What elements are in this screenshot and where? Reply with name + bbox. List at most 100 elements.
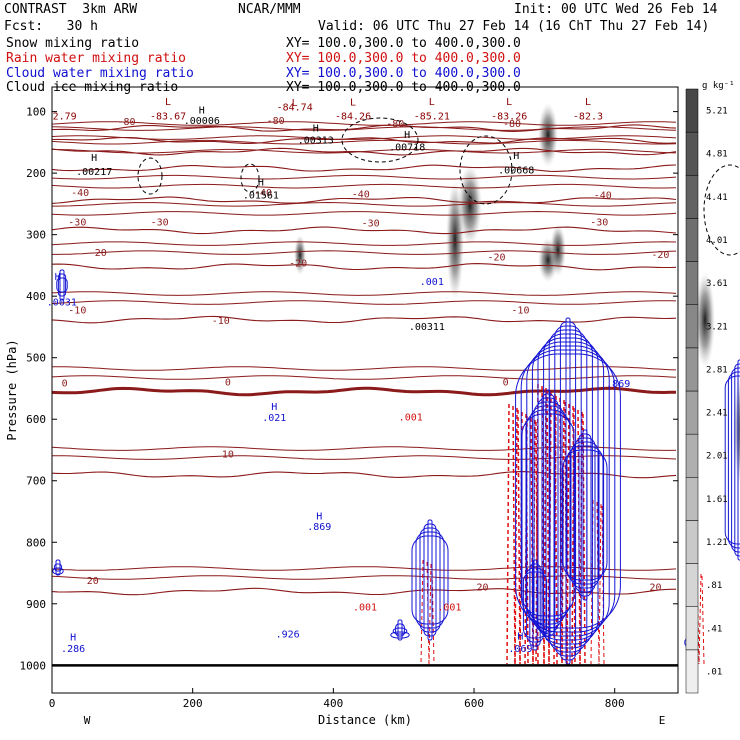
colorbar-cell [685, 477, 699, 521]
isotherm-line [51, 375, 677, 380]
rain-contour [601, 505, 605, 665]
forecast-hour: Fcst: 30 h [4, 19, 98, 34]
colorbar-label: 1.21 [706, 538, 728, 548]
cloud-water-contour [415, 531, 445, 629]
snow-plume-4 [733, 371, 740, 489]
extremum-label: H [313, 123, 319, 134]
y-axis-title: Pressure (hPa) [5, 339, 19, 440]
y-tick-label: 1000 [20, 659, 47, 672]
cloud-water-contour [520, 349, 616, 633]
isotherm-line [52, 201, 677, 207]
y-tick-label: 400 [26, 290, 46, 303]
cloud-water-contour [531, 341, 605, 641]
isotherm-line [51, 124, 677, 132]
rain-contour [701, 575, 705, 665]
colorbar-label: .81 [706, 581, 722, 591]
isotherm-line [51, 241, 677, 246]
east-label: E [659, 714, 666, 727]
rain-contour [598, 503, 602, 665]
isotherm-label: -40 [594, 190, 612, 201]
isotherm-label: -10 [68, 305, 86, 316]
cloud-ice-contour-4 [240, 163, 260, 193]
snow-plume-7 [550, 224, 566, 276]
colorbar-cell [685, 563, 699, 607]
x-axis-title: Distance (km) [318, 713, 412, 727]
isotherm-label: -30 [68, 217, 86, 228]
colorbar-cell [685, 606, 699, 651]
isotherm-line [51, 126, 677, 131]
extremum-label: .021 [262, 413, 286, 424]
isotherm-line [51, 196, 677, 204]
extremum-label: -84.26 [335, 112, 371, 123]
cloud-ice-contour-3 [137, 157, 163, 195]
extremum-label: H [271, 402, 277, 413]
extremum-label: -85.21 [414, 112, 450, 123]
cloud-water-contour [521, 413, 575, 617]
colorbar-cell [685, 649, 699, 694]
colorbar-label: 5.21 [706, 107, 728, 117]
y-tick-label: 100 [26, 106, 46, 119]
x-tick-label: 400 [323, 697, 343, 710]
extremum-label: .926 [276, 630, 300, 641]
isotherm-label: -30 [590, 217, 608, 228]
extremum-label: .869 [307, 522, 331, 533]
extremum-label: .00217 [76, 167, 112, 178]
extremum-label: .001 [399, 412, 423, 423]
cloud-water-contour [392, 627, 408, 635]
isotherm-line [51, 183, 677, 189]
cloud-water-contour [533, 401, 563, 629]
snow-plume-5 [695, 272, 715, 368]
extremum-label: .00006 [184, 116, 220, 127]
extremum-label: .00311 [409, 322, 445, 333]
west-label: W [84, 714, 91, 727]
extremum-label: H [70, 633, 76, 644]
extremum-label: .069 [508, 644, 532, 655]
colorbar-label: 3.61 [706, 279, 728, 289]
field-cloud-water-label: Cloud water mixing ratio [6, 66, 194, 81]
extremum-label: .001 [420, 277, 444, 288]
cloud-water-contour [737, 359, 740, 561]
isotherm-label: -20 [487, 252, 505, 263]
isotherm-line [51, 315, 677, 324]
colorbar-label: .01 [706, 667, 722, 677]
isotherm-label: 20 [476, 582, 488, 593]
rain-contour [564, 401, 568, 665]
isotherm-label: -80 [503, 119, 521, 130]
cloud-water-contour [554, 325, 582, 657]
colorbar-cell [685, 390, 699, 435]
isotherm-label: -10 [511, 305, 529, 316]
field-rain-xy: XY= 100.0,300.0 to 400.0,300.0 [286, 51, 521, 66]
cloud-water-contour [537, 397, 559, 633]
colorbar-label: 4.41 [706, 193, 728, 203]
cloud-ice-contour-2 [703, 164, 740, 256]
extremum-label: .00668 [498, 166, 534, 177]
isotherm-line [51, 136, 677, 144]
snow-plume-2 [538, 103, 558, 167]
colorbar-cell [685, 520, 699, 564]
isotherm-line [51, 210, 677, 216]
rain-contour [428, 563, 432, 665]
cloud-water-contour [55, 559, 61, 576]
colorbar-label: 2.01 [706, 452, 728, 462]
cloud-water-contour [724, 375, 740, 545]
colorbar-cell [685, 175, 699, 219]
rain-contour [535, 383, 539, 665]
cloud-water-contour [59, 269, 65, 301]
extremum-label: H [513, 151, 519, 162]
isotherm-line [51, 263, 677, 271]
extremum-label: .0031 [47, 297, 77, 308]
isotherm-line [51, 566, 677, 571]
extremum-label: -84.74 [277, 102, 313, 113]
rain-contour [698, 573, 702, 665]
isotherm-line [51, 148, 677, 154]
field-snow-xy: XY= 100.0,300.0 to 400.0,300.0 [286, 36, 521, 51]
field-snow-label: Snow mixing ratio [6, 36, 140, 51]
x-tick-label: 0 [49, 697, 56, 710]
colorbar-cell [685, 88, 699, 133]
valid-time: Valid: 06 UTC Thu 27 Feb 14 (16 ChT Thu … [318, 19, 710, 34]
extremum-label: -83.67 [150, 112, 186, 123]
isotherm-label: 20 [87, 576, 99, 587]
field-rain-label: Rain water mixing ratio [6, 51, 187, 66]
snow-plume-1 [458, 165, 482, 245]
cloud-water-contour [543, 333, 593, 649]
